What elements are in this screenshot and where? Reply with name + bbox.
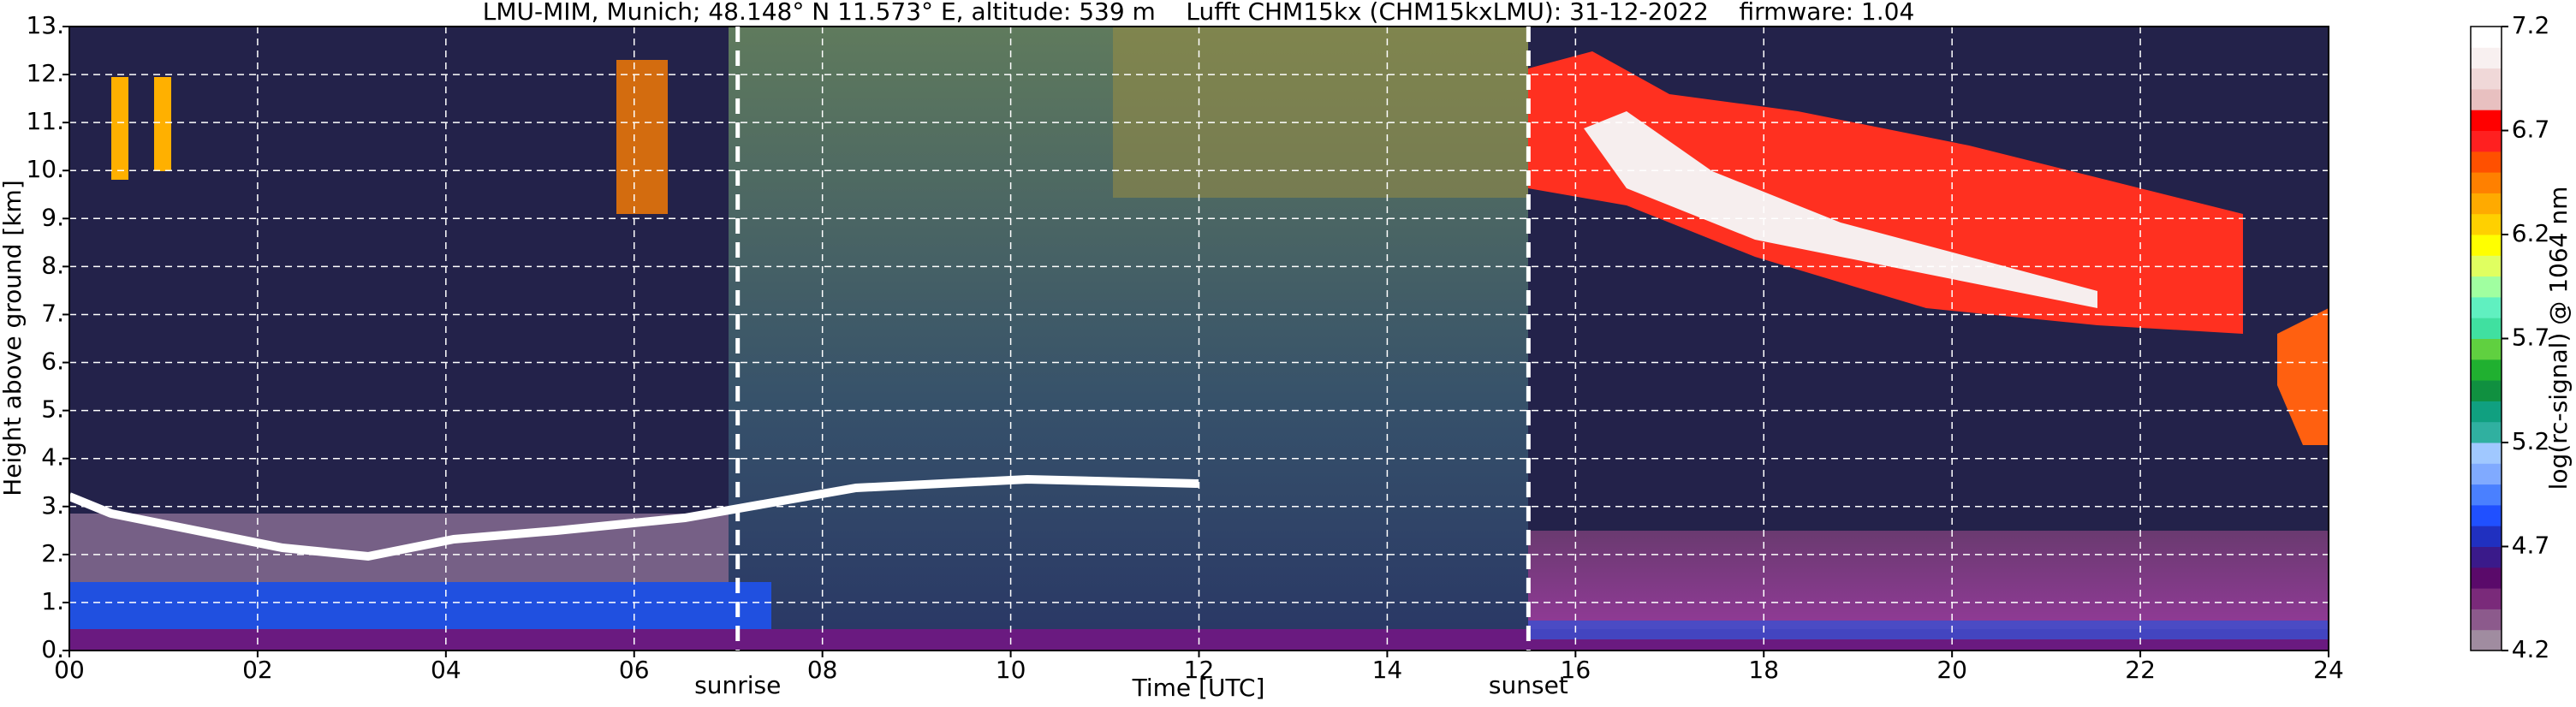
annotation-label: sunrise <box>694 671 781 699</box>
colorbar-swatch <box>2471 255 2502 277</box>
x-tick-label: 00 <box>54 656 85 684</box>
x-tick-label: 06 <box>619 656 650 684</box>
colorbar-swatch <box>2471 588 2502 609</box>
y-tick-label: 3. <box>41 491 64 520</box>
x-axis-label: Time [UTC] <box>1132 674 1265 702</box>
colorbar-tick-label: 6.7 <box>2512 116 2550 144</box>
x-tick-label: 08 <box>807 656 838 684</box>
colorbar-swatch <box>2471 235 2502 256</box>
y-tick-label: 2. <box>41 539 64 567</box>
annotation-label: sunset <box>1489 671 1568 699</box>
x-tick-label: 04 <box>431 656 461 684</box>
x-tick-label: 12 <box>1184 656 1215 684</box>
colorbar-swatch <box>2471 359 2502 381</box>
colorbar-swatch <box>2471 629 2502 651</box>
colorbar-swatch <box>2471 463 2502 485</box>
y-tick-label: 12. <box>26 59 64 87</box>
colorbar-tick-label: 5.2 <box>2512 427 2550 455</box>
colorbar-swatch <box>2471 484 2502 506</box>
colorbar-tick-label: 4.2 <box>2512 635 2550 663</box>
colorbar-swatch <box>2471 567 2502 589</box>
y-tick-label: 1. <box>41 587 64 615</box>
colorbar-swatch <box>2471 338 2502 360</box>
colorbar-tick-label: 4.7 <box>2512 532 2550 560</box>
y-tick-label: 0. <box>41 635 64 663</box>
colorbar-swatch <box>2471 213 2502 235</box>
colorbar-swatch <box>2471 421 2502 443</box>
y-tick-label: 13. <box>26 11 64 39</box>
x-tick-label: 02 <box>242 656 273 684</box>
colorbar-swatch <box>2471 193 2502 215</box>
colorbar-tick-label: 5.7 <box>2512 324 2550 352</box>
y-tick-label: 6. <box>41 348 64 376</box>
colorbar-swatch <box>2471 47 2502 69</box>
colorbar-swatch <box>2471 296 2502 318</box>
y-tick-label: 11. <box>26 107 64 135</box>
y-tick-label: 8. <box>41 251 64 279</box>
colorbar-tick-label: 7.2 <box>2512 11 2550 39</box>
y-tick-label: 7. <box>41 299 64 327</box>
y-axis-label: Height above ground [km] <box>0 180 27 496</box>
colorbar-label: log(rc-signal) @ 1064 nm <box>2544 187 2573 490</box>
colorbar-swatch <box>2471 27 2502 48</box>
colorbar-swatch <box>2471 443 2502 464</box>
colorbar-swatch <box>2471 68 2502 90</box>
y-tick-label: 4. <box>41 443 64 472</box>
x-tick-label: 18 <box>1748 656 1779 684</box>
colorbar-swatch <box>2471 546 2502 568</box>
x-tick-label: 22 <box>2125 656 2156 684</box>
colorbar-swatch <box>2471 318 2502 339</box>
x-tick-label: 10 <box>996 656 1026 684</box>
x-tick-label: 16 <box>1561 656 1591 684</box>
colorbar-swatch <box>2471 151 2502 173</box>
y-tick-label: 9. <box>41 203 64 231</box>
colorbar-swatch <box>2471 276 2502 298</box>
colorbar-tick-label: 6.2 <box>2512 219 2550 247</box>
colorbar-swatch <box>2471 130 2502 152</box>
colorbar-swatch <box>2471 401 2502 423</box>
colorbar-swatch <box>2471 110 2502 131</box>
colorbar-swatch <box>2471 609 2502 631</box>
colorbar-swatch <box>2471 88 2502 110</box>
y-tick-label: 10. <box>26 155 64 183</box>
colorbar-swatch <box>2471 526 2502 547</box>
x-tick-label: 20 <box>1936 656 1967 684</box>
x-tick-label: 14 <box>1372 656 1403 684</box>
colorbar-swatch <box>2471 172 2502 193</box>
colorbar-swatch <box>2471 380 2502 401</box>
x-tick-label: 24 <box>2313 656 2344 684</box>
chart-title: LMU-MIM, Munich; 48.148° N 11.573° E, al… <box>483 0 1915 26</box>
y-tick-label: 5. <box>41 395 64 424</box>
colorbar-swatch <box>2471 504 2502 526</box>
